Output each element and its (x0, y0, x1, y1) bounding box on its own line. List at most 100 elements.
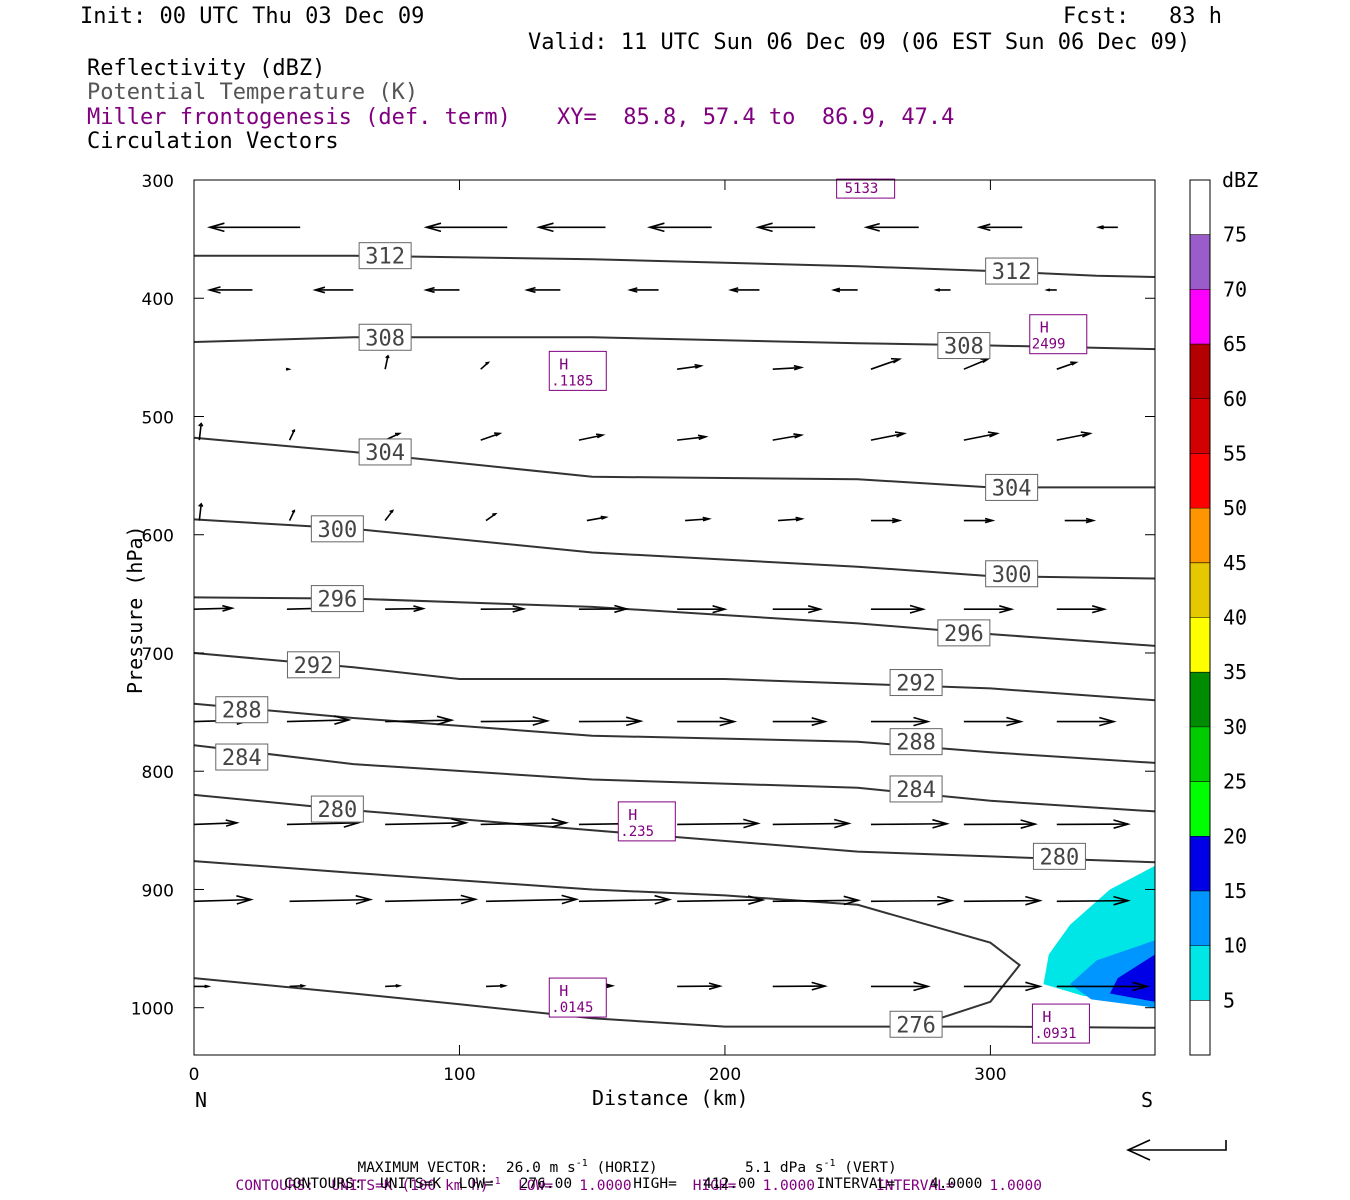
vector-head (204, 984, 212, 989)
circulation-vector (1056, 361, 1079, 370)
vector-head (291, 509, 296, 513)
circulation-vector (385, 818, 469, 828)
circulation-vector (289, 984, 307, 988)
circulation-vector (384, 509, 394, 522)
circulation-vector (963, 517, 996, 524)
theta-label-box (215, 743, 269, 771)
circulation-vector (777, 516, 805, 522)
vector-head (1044, 288, 1051, 292)
y-tick-label: 500 (142, 408, 174, 428)
circulation-vector (963, 895, 1043, 906)
theta-label-box (985, 257, 1039, 285)
vector-head (423, 286, 435, 294)
colorbar-label: 50 (1223, 496, 1247, 520)
circulation-vector (1056, 431, 1093, 441)
vector-head (1070, 361, 1079, 366)
colorbar-swatch (1190, 180, 1210, 235)
vector-head (1080, 431, 1093, 438)
circulation-vector (485, 512, 498, 522)
vector-head (225, 819, 240, 827)
x-axis-right-end: S (1141, 1088, 1154, 1112)
vector-head (1099, 716, 1117, 727)
circulation-vector (198, 502, 204, 521)
circulation-vector (536, 222, 606, 233)
theta-label-text: 308 (944, 335, 984, 360)
vector-head (1091, 605, 1108, 614)
vector-head (999, 605, 1015, 614)
circulation-vector (933, 288, 951, 292)
cross-section-coords: XY= 85.8, 57.4 to 86.9, 47.4 (557, 105, 955, 130)
max-vector-vert: 5.1 dPa s (744, 1159, 824, 1176)
theta-label-box (889, 1010, 943, 1038)
miller-maximum: H.1185 (548, 350, 607, 391)
theta-contour-label: 296 (310, 585, 364, 613)
vector-head (451, 818, 469, 828)
vector-head (1132, 981, 1150, 992)
vector-shaft (677, 436, 706, 441)
vector-shaft (194, 607, 233, 611)
miller-symbol: H (628, 806, 637, 824)
circulation-vector (384, 354, 390, 370)
miller-box (1031, 1003, 1090, 1044)
circulation-vector (963, 358, 991, 370)
theta-label-text: 280 (317, 798, 357, 823)
vector-shaft (198, 423, 203, 441)
colorbar-label: 45 (1223, 551, 1247, 575)
vector-shaft (194, 821, 237, 826)
colorbar-label: 65 (1223, 332, 1247, 356)
miller-symbol: H (559, 355, 568, 373)
theta-label-text: 308 (365, 326, 405, 351)
vector-head (291, 428, 296, 433)
theta-contour-label: 304 (358, 438, 412, 466)
colorbar-swatch (1190, 836, 1210, 891)
vector-head (728, 287, 739, 293)
theta-contour-label: 300 (985, 560, 1039, 588)
circulation-vector (870, 895, 955, 906)
vector-shaft (777, 518, 802, 522)
vector-shaft (1056, 899, 1129, 903)
vector-shaft (677, 822, 758, 826)
vector-head (807, 605, 824, 614)
miller-symbol: H (1042, 1008, 1051, 1026)
circulation-vector (480, 361, 491, 370)
vector-head (811, 981, 828, 991)
colorbar-swatch (1190, 398, 1210, 454)
vector-head (793, 364, 805, 371)
colorbar-label: 75 (1223, 223, 1247, 247)
vector-shaft (485, 898, 577, 903)
theta-label-text: 304 (992, 476, 1032, 501)
circulation-vector (1056, 895, 1131, 906)
circulation-vector (578, 433, 606, 441)
vector-head (833, 818, 852, 829)
vector-head (936, 895, 955, 906)
x-axis-left-end: N (195, 1088, 208, 1112)
colorbar-swatch (1190, 890, 1210, 946)
miller-value: .0145 (551, 1000, 593, 1016)
colorbar-swatch (1190, 945, 1210, 1001)
vector-head (485, 361, 491, 365)
vector-head (984, 517, 996, 524)
colorbar-swatch (1190, 344, 1210, 399)
vector-head (708, 982, 723, 990)
miller-box (548, 977, 607, 1018)
theta-contour-label: 288 (889, 728, 943, 756)
vector-head (755, 222, 773, 233)
colorbar-swatch (1190, 1000, 1210, 1055)
circulation-vector (578, 894, 673, 905)
vector-head (1020, 819, 1039, 829)
vector-shaft (385, 719, 452, 723)
colorbar-label: 30 (1223, 715, 1247, 739)
circulation-vector (586, 515, 609, 522)
max-vector-label: MAXIMUM VECTOR: (357, 1159, 489, 1176)
vector-head (285, 367, 292, 371)
circulation-vector (677, 716, 738, 727)
theta-label-text: 292 (294, 654, 334, 679)
circulation-vector (728, 287, 760, 293)
circulation-vector (288, 428, 296, 441)
theta-label-text: 276 (896, 1013, 936, 1038)
theta-label-box (286, 651, 340, 679)
theta-contour-label: 308 (937, 332, 991, 360)
vector-head (1025, 981, 1043, 992)
vector-shaft (286, 719, 349, 723)
theta-label-text: 300 (317, 518, 357, 543)
